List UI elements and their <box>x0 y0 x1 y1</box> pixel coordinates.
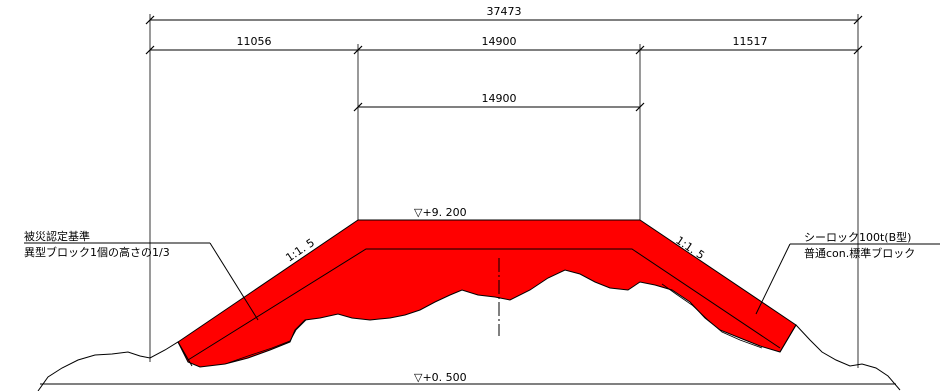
filter-layer-line <box>187 248 781 361</box>
dimension-right-label: 11517 <box>733 35 768 48</box>
dimension-ticks <box>145 15 863 112</box>
tick <box>853 15 863 25</box>
dimension-total: 37473 <box>150 5 858 21</box>
note-left: 被災認定基準 異型ブロック1個の高さの1/3 <box>24 229 259 321</box>
armor-layer <box>177 219 797 368</box>
note-right: シーロック100t(B型) 普通con.標準ブロック <box>755 230 940 315</box>
dimension-total-label: 37473 <box>487 5 522 18</box>
dimension-center-label: 14900 <box>482 35 517 48</box>
note-right-leader <box>755 243 791 315</box>
ground-profile-left <box>37 341 193 391</box>
note-left-line1: 被災認定基準 <box>24 229 90 243</box>
tick <box>853 45 863 55</box>
crest-level-label: ▽+9. 200 <box>414 206 467 219</box>
base-level-label: ▽+0. 500 <box>414 371 467 384</box>
tick <box>145 15 155 25</box>
tick <box>353 45 363 55</box>
note-right-line2: 普通con.標準ブロック <box>804 246 915 260</box>
note-right-line1: シーロック100t(B型) <box>804 230 911 244</box>
dimension-left-label: 11056 <box>237 35 272 48</box>
tick <box>145 45 155 55</box>
tick <box>353 102 363 112</box>
tick <box>635 102 645 112</box>
dimension-crest: 14900 <box>358 92 640 108</box>
tick <box>635 45 645 55</box>
note-left-leader <box>209 242 259 321</box>
core-outline-left <box>227 319 307 364</box>
core-outline-right <box>661 283 763 349</box>
ground-profile-right <box>779 324 901 391</box>
extension-lines <box>149 14 859 368</box>
dimension-crest-label: 14900 <box>482 92 517 105</box>
dimension-row: 11056 14900 11517 <box>150 35 858 51</box>
note-left-line2: 異型ブロック1個の高さの1/3 <box>24 245 170 259</box>
